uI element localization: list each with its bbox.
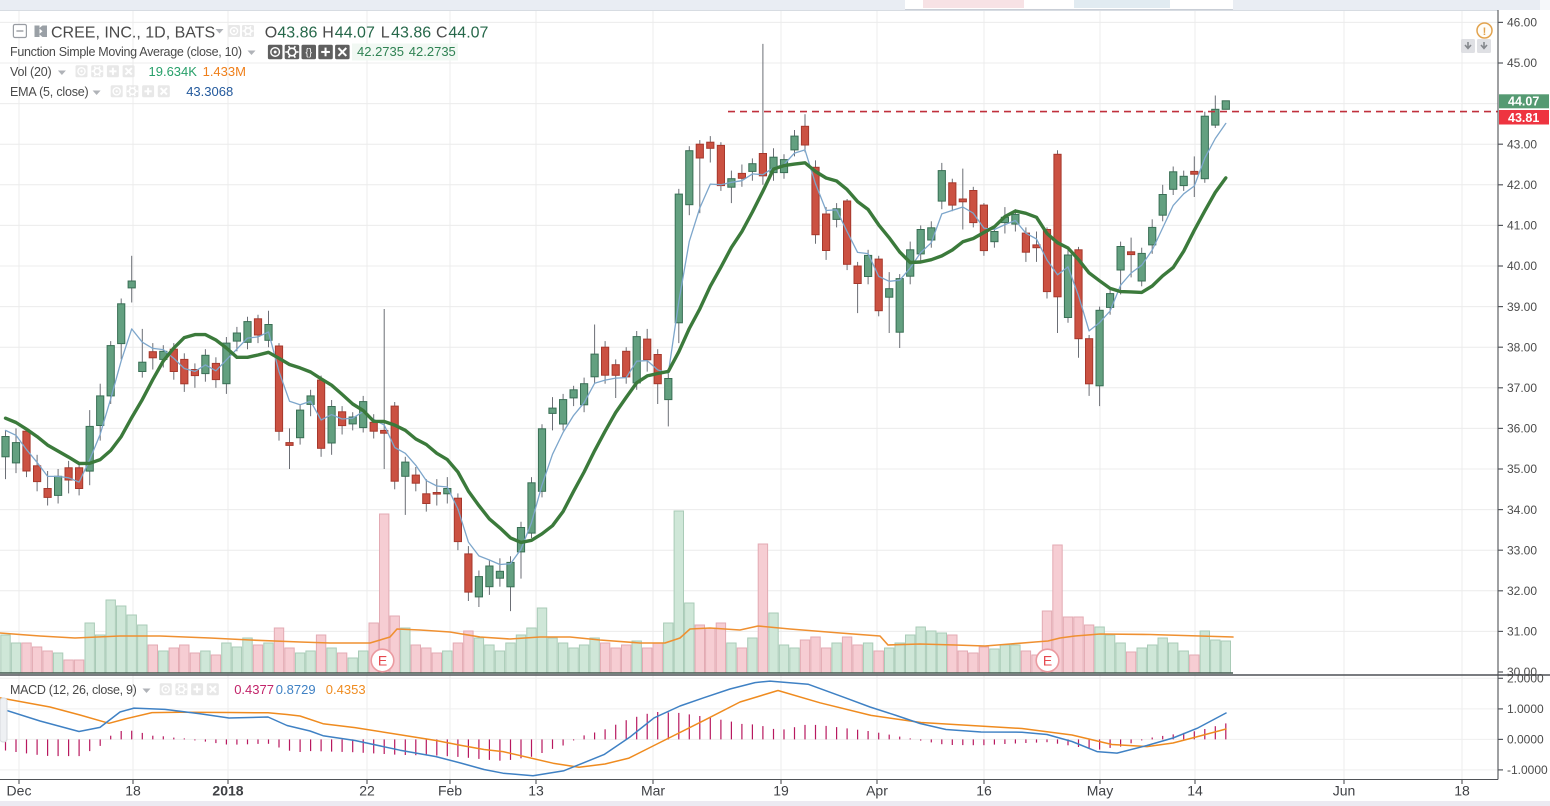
svg-text:2.0000: 2.0000	[1507, 672, 1544, 686]
svg-text:Dec: Dec	[7, 783, 32, 799]
svg-text:C: C	[436, 24, 448, 41]
svg-text:41.00: 41.00	[1507, 219, 1537, 233]
svg-text:May: May	[1087, 783, 1113, 799]
svg-text:43.3068: 43.3068	[186, 84, 233, 99]
svg-text:Feb: Feb	[438, 783, 462, 799]
svg-text:16: 16	[976, 783, 992, 799]
svg-text:30.00: 30.00	[1507, 665, 1537, 679]
svg-text:EMA (5, close): EMA (5, close)	[10, 85, 89, 99]
svg-text:43.81: 43.81	[1508, 111, 1539, 125]
svg-text:{}: {}	[305, 47, 312, 58]
svg-text:18: 18	[125, 783, 141, 799]
svg-text:Jun: Jun	[1333, 783, 1356, 799]
svg-text:E: E	[1043, 653, 1052, 669]
svg-text:44.07: 44.07	[335, 24, 375, 41]
svg-text:36.00: 36.00	[1507, 422, 1537, 436]
svg-text:Apr: Apr	[866, 783, 888, 799]
svg-text:-1.0000: -1.0000	[1507, 763, 1548, 777]
svg-text:35.00: 35.00	[1507, 462, 1537, 476]
svg-text:34.00: 34.00	[1507, 503, 1537, 517]
svg-text:1.0000: 1.0000	[1507, 702, 1544, 716]
svg-text:MACD (12, 26, close, 9): MACD (12, 26, close, 9)	[10, 683, 137, 697]
svg-text:45.00: 45.00	[1507, 56, 1537, 70]
svg-text:19: 19	[773, 783, 789, 799]
svg-text:43.86: 43.86	[277, 24, 317, 41]
svg-text:13: 13	[528, 783, 544, 799]
svg-text:33.00: 33.00	[1507, 543, 1537, 557]
svg-text:H: H	[322, 24, 334, 41]
svg-text:40.00: 40.00	[1507, 259, 1537, 273]
svg-text:38.00: 38.00	[1507, 340, 1537, 354]
svg-text:E: E	[378, 653, 387, 669]
svg-text:Function Simple Moving Average: Function Simple Moving Average (close, 1…	[10, 45, 242, 59]
svg-text:0.4353: 0.4353	[326, 682, 366, 697]
svg-text:42.00: 42.00	[1507, 178, 1537, 192]
svg-text:46.00: 46.00	[1507, 16, 1537, 30]
svg-text:L: L	[381, 24, 390, 41]
svg-text:42.2735: 42.2735	[357, 44, 404, 59]
svg-text:37.00: 37.00	[1507, 381, 1537, 395]
svg-text:14: 14	[1187, 783, 1203, 799]
svg-text:2018: 2018	[212, 783, 243, 799]
svg-text:31.00: 31.00	[1507, 625, 1537, 639]
svg-text:43.86: 43.86	[391, 24, 431, 41]
svg-text:44.07: 44.07	[448, 24, 488, 41]
svg-text:Mar: Mar	[641, 783, 665, 799]
svg-text:43.00: 43.00	[1507, 137, 1537, 151]
svg-text:42.2735: 42.2735	[409, 44, 456, 59]
svg-text:18: 18	[1454, 783, 1470, 799]
svg-text:22: 22	[359, 783, 375, 799]
svg-text:0.4377: 0.4377	[234, 682, 274, 697]
svg-text:Vol (20): Vol (20)	[10, 65, 52, 79]
svg-text:!: !	[1483, 26, 1487, 38]
svg-text:1.433M: 1.433M	[203, 64, 246, 79]
svg-text:39.00: 39.00	[1507, 300, 1537, 314]
svg-text:0.8729: 0.8729	[276, 682, 316, 697]
svg-text:19.634K: 19.634K	[149, 64, 198, 79]
svg-text:44.07: 44.07	[1508, 95, 1539, 109]
svg-text:CREE, INC., 1D, BATS: CREE, INC., 1D, BATS	[51, 24, 215, 41]
svg-text:0.0000: 0.0000	[1507, 733, 1544, 747]
svg-text:32.00: 32.00	[1507, 584, 1537, 598]
svg-text:O: O	[265, 24, 277, 41]
